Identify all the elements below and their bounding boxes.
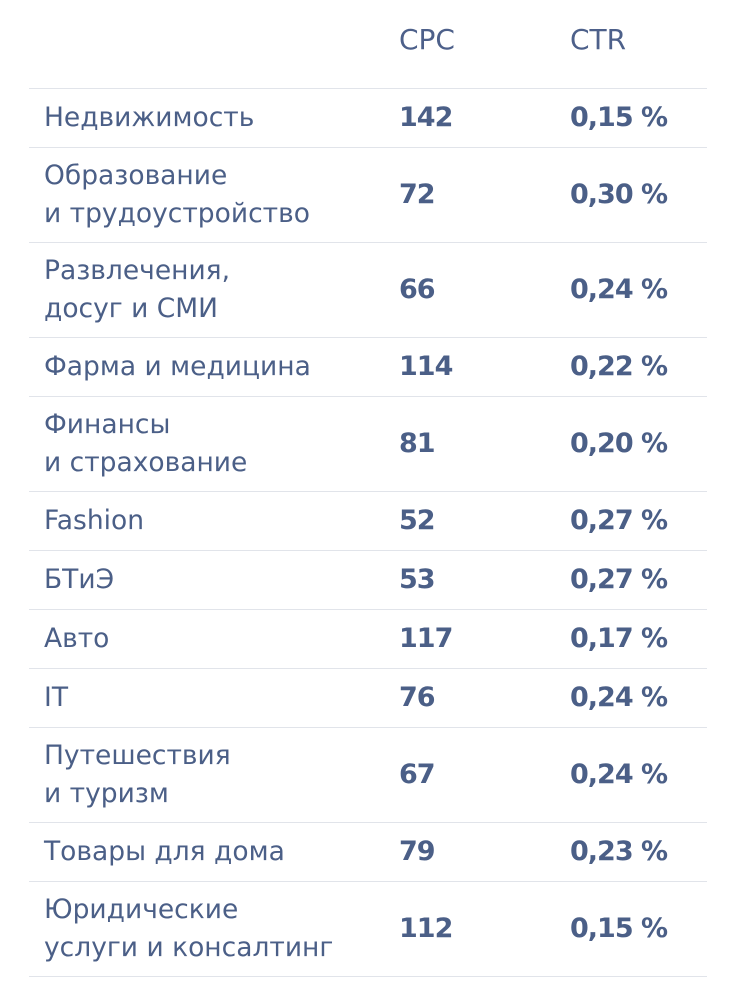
table-row: БТиЭ 53 0,27 %	[29, 551, 707, 610]
table-row: Путешествия и туризм 67 0,24 %	[29, 728, 707, 823]
row-ctr-value: 0,24 %	[570, 759, 668, 790]
row-cpc-value: 117	[399, 623, 453, 654]
row-category-name: Путешествия и туризм	[44, 740, 231, 809]
table-row: Авто 117 0,17 %	[29, 610, 707, 669]
table-row: IT 76 0,24 %	[29, 669, 707, 728]
row-category-name: Fashion	[44, 505, 145, 536]
row-category-name: Недвижимость	[44, 102, 255, 133]
row-cpc-value: 79	[399, 836, 436, 867]
row-category-name: IT	[44, 682, 69, 713]
row-ctr-value: 0,27 %	[570, 564, 668, 595]
row-category-name: БТиЭ	[44, 564, 115, 595]
row-category-name: Образование и трудоустройство	[44, 160, 310, 229]
row-ctr-value: 0,24 %	[570, 682, 668, 713]
row-ctr-value: 0,15 %	[570, 913, 668, 944]
table-row: Недвижимость 142 0,15 %	[29, 89, 707, 148]
table-row: Образование и трудоустройство 72 0,30 %	[29, 148, 707, 243]
row-category-name: Финансы и страхование	[44, 409, 248, 478]
row-category-name: Юридические услуги и консалтинг	[44, 894, 334, 963]
header-ctr: CTR	[570, 23, 627, 56]
row-cpc-value: 67	[399, 759, 436, 790]
row-cpc-value: 114	[399, 351, 453, 382]
row-cpc-value: 81	[399, 428, 436, 459]
row-cpc-value: 52	[399, 505, 436, 536]
row-category-name: Товары для дома	[44, 836, 285, 867]
row-ctr-value: 0,24 %	[570, 274, 668, 305]
row-cpc-value: 142	[399, 102, 453, 133]
table-body: Недвижимость 142 0,15 % Образование и трудо…	[29, 89, 707, 977]
row-cpc-value: 76	[399, 682, 436, 713]
row-ctr-value: 0,20 %	[570, 428, 668, 459]
table-header: CPC CTR	[29, 0, 707, 89]
row-category-name: Авто	[44, 623, 110, 654]
row-cpc-value: 53	[399, 564, 436, 595]
table-row: Fashion 52 0,27 %	[29, 492, 707, 551]
row-ctr-value: 0,17 %	[570, 623, 668, 654]
row-ctr-value: 0,23 %	[570, 836, 668, 867]
row-cpc-value: 66	[399, 274, 436, 305]
header-cpc: CPC	[399, 23, 455, 56]
table-row: Развлечения, досуг и СМИ 66 0,24 %	[29, 243, 707, 338]
table-row: Фарма и медицина 114 0,22 %	[29, 338, 707, 397]
row-category-name: Фарма и медицина	[44, 351, 311, 382]
data-table: CPC CTR Недвижимость 142 0,15 % Образование…	[29, 0, 707, 977]
row-cpc-value: 112	[399, 913, 453, 944]
row-cpc-value: 72	[399, 179, 436, 210]
row-ctr-value: 0,27 %	[570, 505, 668, 536]
table-row: Финансы и страхование 81 0,20 %	[29, 397, 707, 492]
row-ctr-value: 0,22 %	[570, 351, 668, 382]
table-row: Товары для дома 79 0,23 %	[29, 823, 707, 882]
row-category-name: Развлечения, досуг и СМИ	[44, 255, 231, 324]
row-ctr-value: 0,15 %	[570, 102, 668, 133]
table-row: Юридические услуги и консалтинг 112 0,15 %	[29, 882, 707, 977]
row-ctr-value: 0,30 %	[570, 179, 668, 210]
